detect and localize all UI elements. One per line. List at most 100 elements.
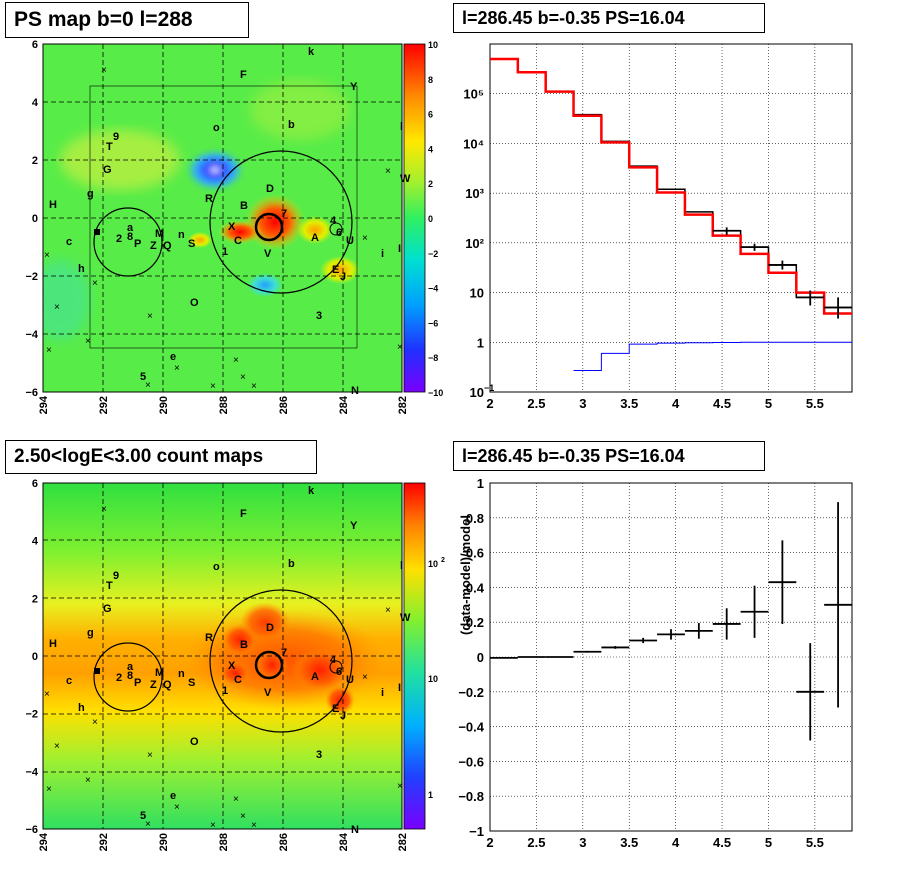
count-map-y-tick: 4 xyxy=(32,536,39,548)
ps-map-x-tick: 288 xyxy=(218,396,230,414)
residual-panel: 2 2.5 3 3.5 4 4.5 5 5.5 −1 −0.8 −0.6 −0.4 −0.2 0 0.2 0.… xyxy=(458,476,853,850)
ps-map-source-O: O xyxy=(190,297,199,309)
spectrum-y-tick: 10⁵ xyxy=(463,87,484,102)
residual-y-tick: 0.2 xyxy=(466,615,484,630)
count-map-source-i: i xyxy=(381,687,384,699)
ps-map-marker: × xyxy=(251,381,257,392)
ps-map-marker: × xyxy=(44,250,50,261)
count-map-source-T: T xyxy=(106,580,113,592)
count-map-heatmap xyxy=(185,602,385,715)
ps-map-y-tick: 6 xyxy=(32,39,38,51)
count-map-source-J: J xyxy=(340,710,346,722)
count-map-source-V: V xyxy=(264,687,272,699)
ps-map-marker: × xyxy=(210,381,216,392)
ps-map-source-e: e xyxy=(170,351,176,363)
spectrum-x-tick: 2 xyxy=(486,396,493,411)
ps-map-source-g: g xyxy=(87,188,94,200)
ps-colorbar-tick: −6 xyxy=(428,318,438,328)
spectrum-y-tick: 10⁴ xyxy=(463,136,484,151)
count-map-y-tick: −4 xyxy=(25,766,38,778)
ps-map-source-2: 2 xyxy=(116,233,122,245)
count-map-y-tick: 0 xyxy=(32,651,38,663)
count-colorbar-tick: 10 xyxy=(428,559,438,569)
count-map-source-3: 3 xyxy=(316,749,322,761)
spectrum-x-tick: 3 xyxy=(579,396,586,411)
ps-map-source-M: M xyxy=(155,228,164,240)
ps-map-marker: × xyxy=(233,355,239,366)
ps-map-source-T: T xyxy=(106,141,113,153)
ps-map-source-l: l xyxy=(400,121,403,133)
count-map-source-M: M xyxy=(155,667,164,679)
count-map-source-G: G xyxy=(103,603,112,615)
ps-map-marker: × xyxy=(101,65,107,76)
count-map-source-S: S xyxy=(188,677,195,689)
count-map-y-tick: −6 xyxy=(25,824,38,836)
spectrum-x-tick: 3.5 xyxy=(620,396,638,411)
count-map-source-7: 7 xyxy=(281,647,287,659)
ps-map-source-X: X xyxy=(228,221,236,233)
ps-colorbar-tick: −2 xyxy=(428,249,438,259)
spectrum-x-tick: 5 xyxy=(765,396,772,411)
residual-x-tick: 2 xyxy=(486,835,493,850)
ps-map-x-tick: 292 xyxy=(98,396,110,414)
count-map-marker: × xyxy=(46,784,52,795)
ps-map-source-6: 6 xyxy=(336,227,342,239)
count-map-source-R: R xyxy=(205,632,213,644)
count-map-source-o: o xyxy=(213,561,220,573)
residual-y-tick: −1 xyxy=(469,824,484,839)
ps-map-source-8: 8 xyxy=(127,231,133,243)
count-map-source-Q: Q xyxy=(163,679,172,691)
count-map-source-e: e xyxy=(170,790,176,802)
ps-map-y-tick: 2 xyxy=(32,155,38,167)
ps-map-source-P: P xyxy=(134,238,141,250)
count-map-source-P: P xyxy=(134,677,141,689)
ps-colorbar-tick: 6 xyxy=(428,110,433,120)
count-map-grid xyxy=(43,483,402,829)
count-map-x-tick: 284 xyxy=(338,832,350,851)
count-map-marker: × xyxy=(397,781,403,792)
ps-map-marker: × xyxy=(147,311,153,322)
ps-map-marker: × xyxy=(240,372,246,383)
ps-map-marker: × xyxy=(92,278,98,289)
count-map-source-N: N xyxy=(351,824,359,836)
ps-map-colorbar xyxy=(403,43,426,393)
residual-y-tick: 0.4 xyxy=(466,580,485,595)
ps-map-source-i: i xyxy=(381,248,384,260)
ps-colorbar-tick: 4 xyxy=(428,144,433,154)
count-map-source-X: X xyxy=(228,660,236,672)
count-map-source-O: O xyxy=(190,736,199,748)
ps-map-source-H: H xyxy=(49,199,57,211)
spectrum-x-tick: 4.5 xyxy=(713,396,731,411)
count-map-marker: × xyxy=(174,802,180,813)
count-map-source-Y: Y xyxy=(350,520,358,532)
spectrum-model-line xyxy=(490,57,852,315)
count-colorbar-exponent: 2 xyxy=(441,557,445,564)
count-map-source-F: F xyxy=(240,508,247,520)
count-map-source-B: B xyxy=(240,639,248,651)
ps-map-y-tick: 4 xyxy=(32,97,39,109)
count-map-panel xyxy=(42,482,426,830)
ps-map-source-7: 7 xyxy=(281,208,287,220)
count-map-marker: × xyxy=(240,811,246,822)
ps-map-source-1: 1 xyxy=(222,246,228,258)
ps-map-source-S: S xyxy=(188,238,195,250)
ps-map-source-W: W xyxy=(400,173,411,185)
residual-x-tick: 3.5 xyxy=(620,835,638,850)
count-map-marker: × xyxy=(385,605,391,616)
count-map-source-U: U xyxy=(346,674,354,686)
count-map-source-1: 1 xyxy=(222,685,228,697)
count-map-source-5: 5 xyxy=(140,810,146,822)
ps-colorbar-tick: 2 xyxy=(428,179,433,189)
count-map-marker: × xyxy=(210,820,216,831)
spectrum-x-tick: 4 xyxy=(672,396,680,411)
ps-map-x-tick: 284 xyxy=(338,395,350,414)
count-map-source-b: b xyxy=(288,558,295,570)
spectrum-title: l=286.45 b=-0.35 PS=16.04 xyxy=(453,3,765,33)
spectrum-y-tick-exp: −1 xyxy=(484,383,494,393)
count-map-source-D: D xyxy=(266,622,274,634)
ps-map-y-tick: −6 xyxy=(25,387,38,399)
count-map-marker: × xyxy=(362,672,368,683)
